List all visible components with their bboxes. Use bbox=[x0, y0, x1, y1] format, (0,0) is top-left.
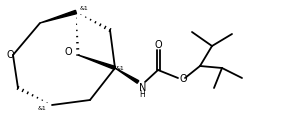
Text: O: O bbox=[64, 47, 72, 57]
Text: &1: &1 bbox=[116, 66, 125, 71]
Text: N: N bbox=[139, 83, 146, 93]
Polygon shape bbox=[40, 10, 76, 23]
Text: O: O bbox=[154, 40, 162, 50]
Text: &1: &1 bbox=[80, 6, 89, 10]
Text: O: O bbox=[6, 50, 14, 60]
Polygon shape bbox=[78, 55, 115, 70]
Text: O: O bbox=[179, 74, 187, 84]
Text: &1: &1 bbox=[38, 106, 47, 111]
Text: H: H bbox=[139, 90, 145, 99]
Polygon shape bbox=[115, 68, 139, 83]
